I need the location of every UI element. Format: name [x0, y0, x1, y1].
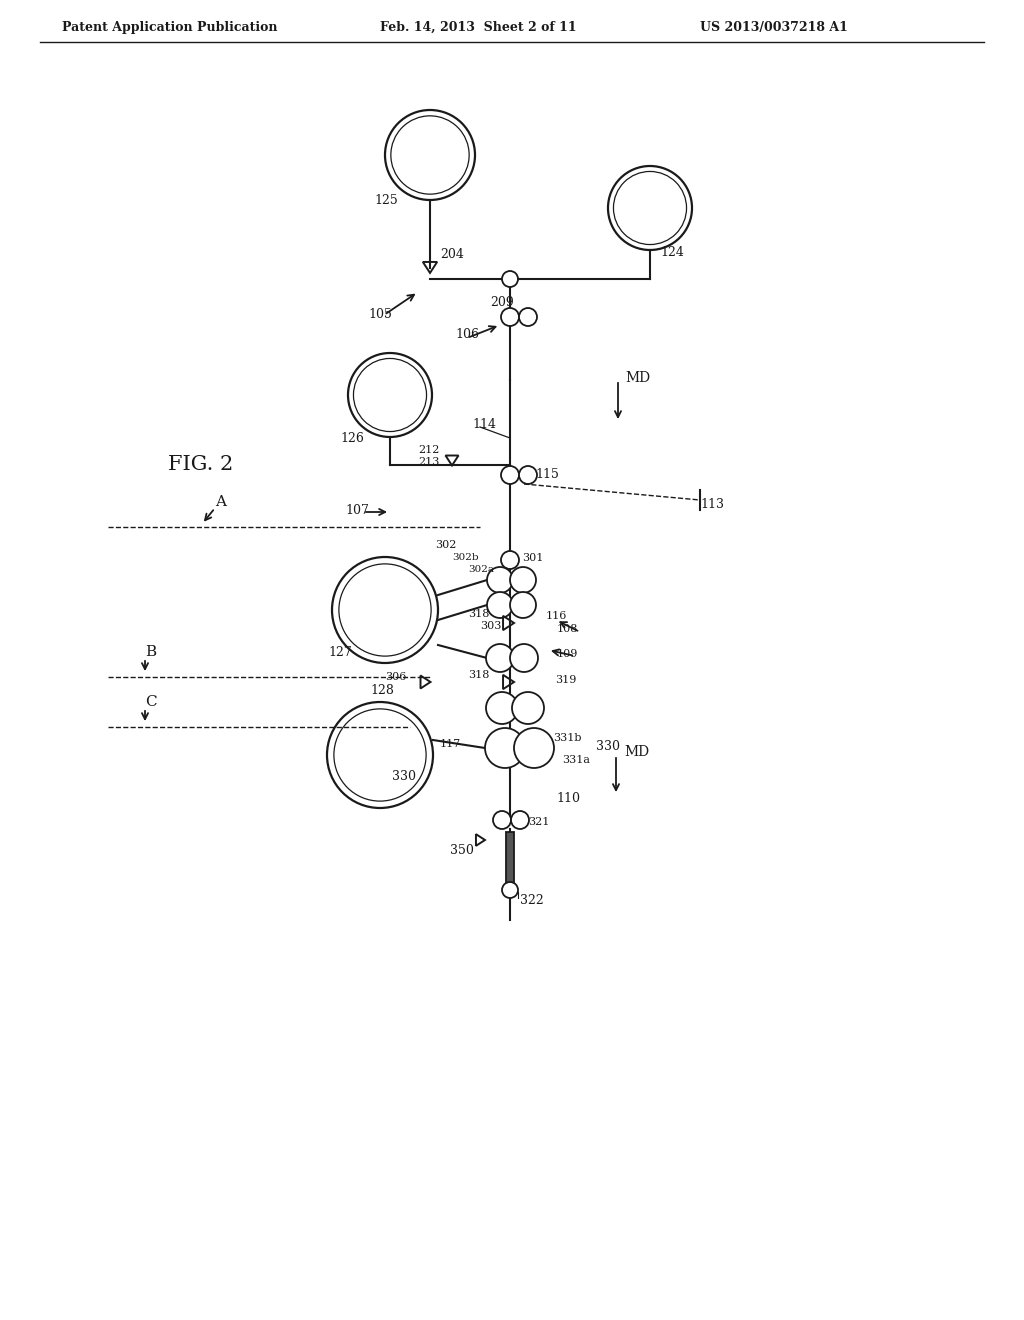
Text: 105: 105: [368, 309, 392, 322]
Circle shape: [510, 591, 536, 618]
Text: 107: 107: [345, 503, 369, 516]
Text: 124: 124: [660, 246, 684, 259]
Circle shape: [510, 644, 538, 672]
Text: 126: 126: [340, 432, 364, 445]
Text: 125: 125: [374, 194, 397, 206]
Text: 330: 330: [596, 739, 620, 752]
Bar: [506, 832, 514, 884]
Text: 330: 330: [392, 771, 416, 784]
Circle shape: [485, 729, 525, 768]
Circle shape: [502, 271, 518, 286]
Text: Feb. 14, 2013  Sheet 2 of 11: Feb. 14, 2013 Sheet 2 of 11: [380, 21, 577, 33]
Text: 209: 209: [490, 296, 514, 309]
Text: Patent Application Publication: Patent Application Publication: [62, 21, 278, 33]
Text: 306: 306: [385, 672, 407, 682]
Text: 127: 127: [328, 647, 352, 660]
Circle shape: [519, 466, 537, 484]
Text: 109: 109: [557, 649, 579, 659]
Circle shape: [501, 466, 519, 484]
Text: 301: 301: [522, 553, 544, 564]
Text: 321: 321: [528, 817, 549, 828]
Text: 302a: 302a: [468, 565, 494, 574]
Text: MD: MD: [624, 744, 649, 759]
Circle shape: [514, 729, 554, 768]
Text: 331b: 331b: [553, 733, 582, 743]
Text: 303: 303: [480, 620, 502, 631]
Text: B: B: [145, 645, 156, 659]
Text: 110: 110: [556, 792, 580, 804]
Text: FIG. 2: FIG. 2: [168, 455, 233, 474]
Text: 108: 108: [557, 624, 579, 634]
Text: 318: 318: [468, 609, 489, 619]
Text: MD: MD: [625, 371, 650, 385]
Text: A: A: [215, 495, 226, 510]
Text: 117: 117: [440, 739, 461, 748]
Text: 302: 302: [435, 540, 457, 550]
Text: 331a: 331a: [562, 755, 590, 766]
Text: 322: 322: [520, 894, 544, 907]
Text: 318: 318: [468, 671, 489, 680]
Circle shape: [501, 550, 519, 569]
Text: 106: 106: [455, 329, 479, 342]
Text: 212: 212: [418, 445, 439, 455]
Text: 116: 116: [546, 611, 567, 620]
Text: 302b: 302b: [452, 553, 478, 561]
Text: 114: 114: [472, 418, 496, 432]
Circle shape: [486, 692, 518, 723]
Text: 213: 213: [418, 457, 439, 467]
Text: C: C: [145, 696, 157, 709]
Text: 319: 319: [555, 675, 577, 685]
Circle shape: [493, 810, 511, 829]
Circle shape: [519, 308, 537, 326]
Circle shape: [502, 882, 518, 898]
Text: 113: 113: [700, 499, 724, 511]
Text: 350: 350: [450, 843, 474, 857]
Text: 204: 204: [440, 248, 464, 261]
Circle shape: [487, 591, 513, 618]
Text: US 2013/0037218 A1: US 2013/0037218 A1: [700, 21, 848, 33]
Text: 115: 115: [535, 467, 559, 480]
Circle shape: [487, 568, 513, 593]
Circle shape: [511, 810, 529, 829]
Circle shape: [486, 644, 514, 672]
Circle shape: [510, 568, 536, 593]
Text: 128: 128: [370, 684, 394, 697]
Circle shape: [501, 308, 519, 326]
Circle shape: [512, 692, 544, 723]
